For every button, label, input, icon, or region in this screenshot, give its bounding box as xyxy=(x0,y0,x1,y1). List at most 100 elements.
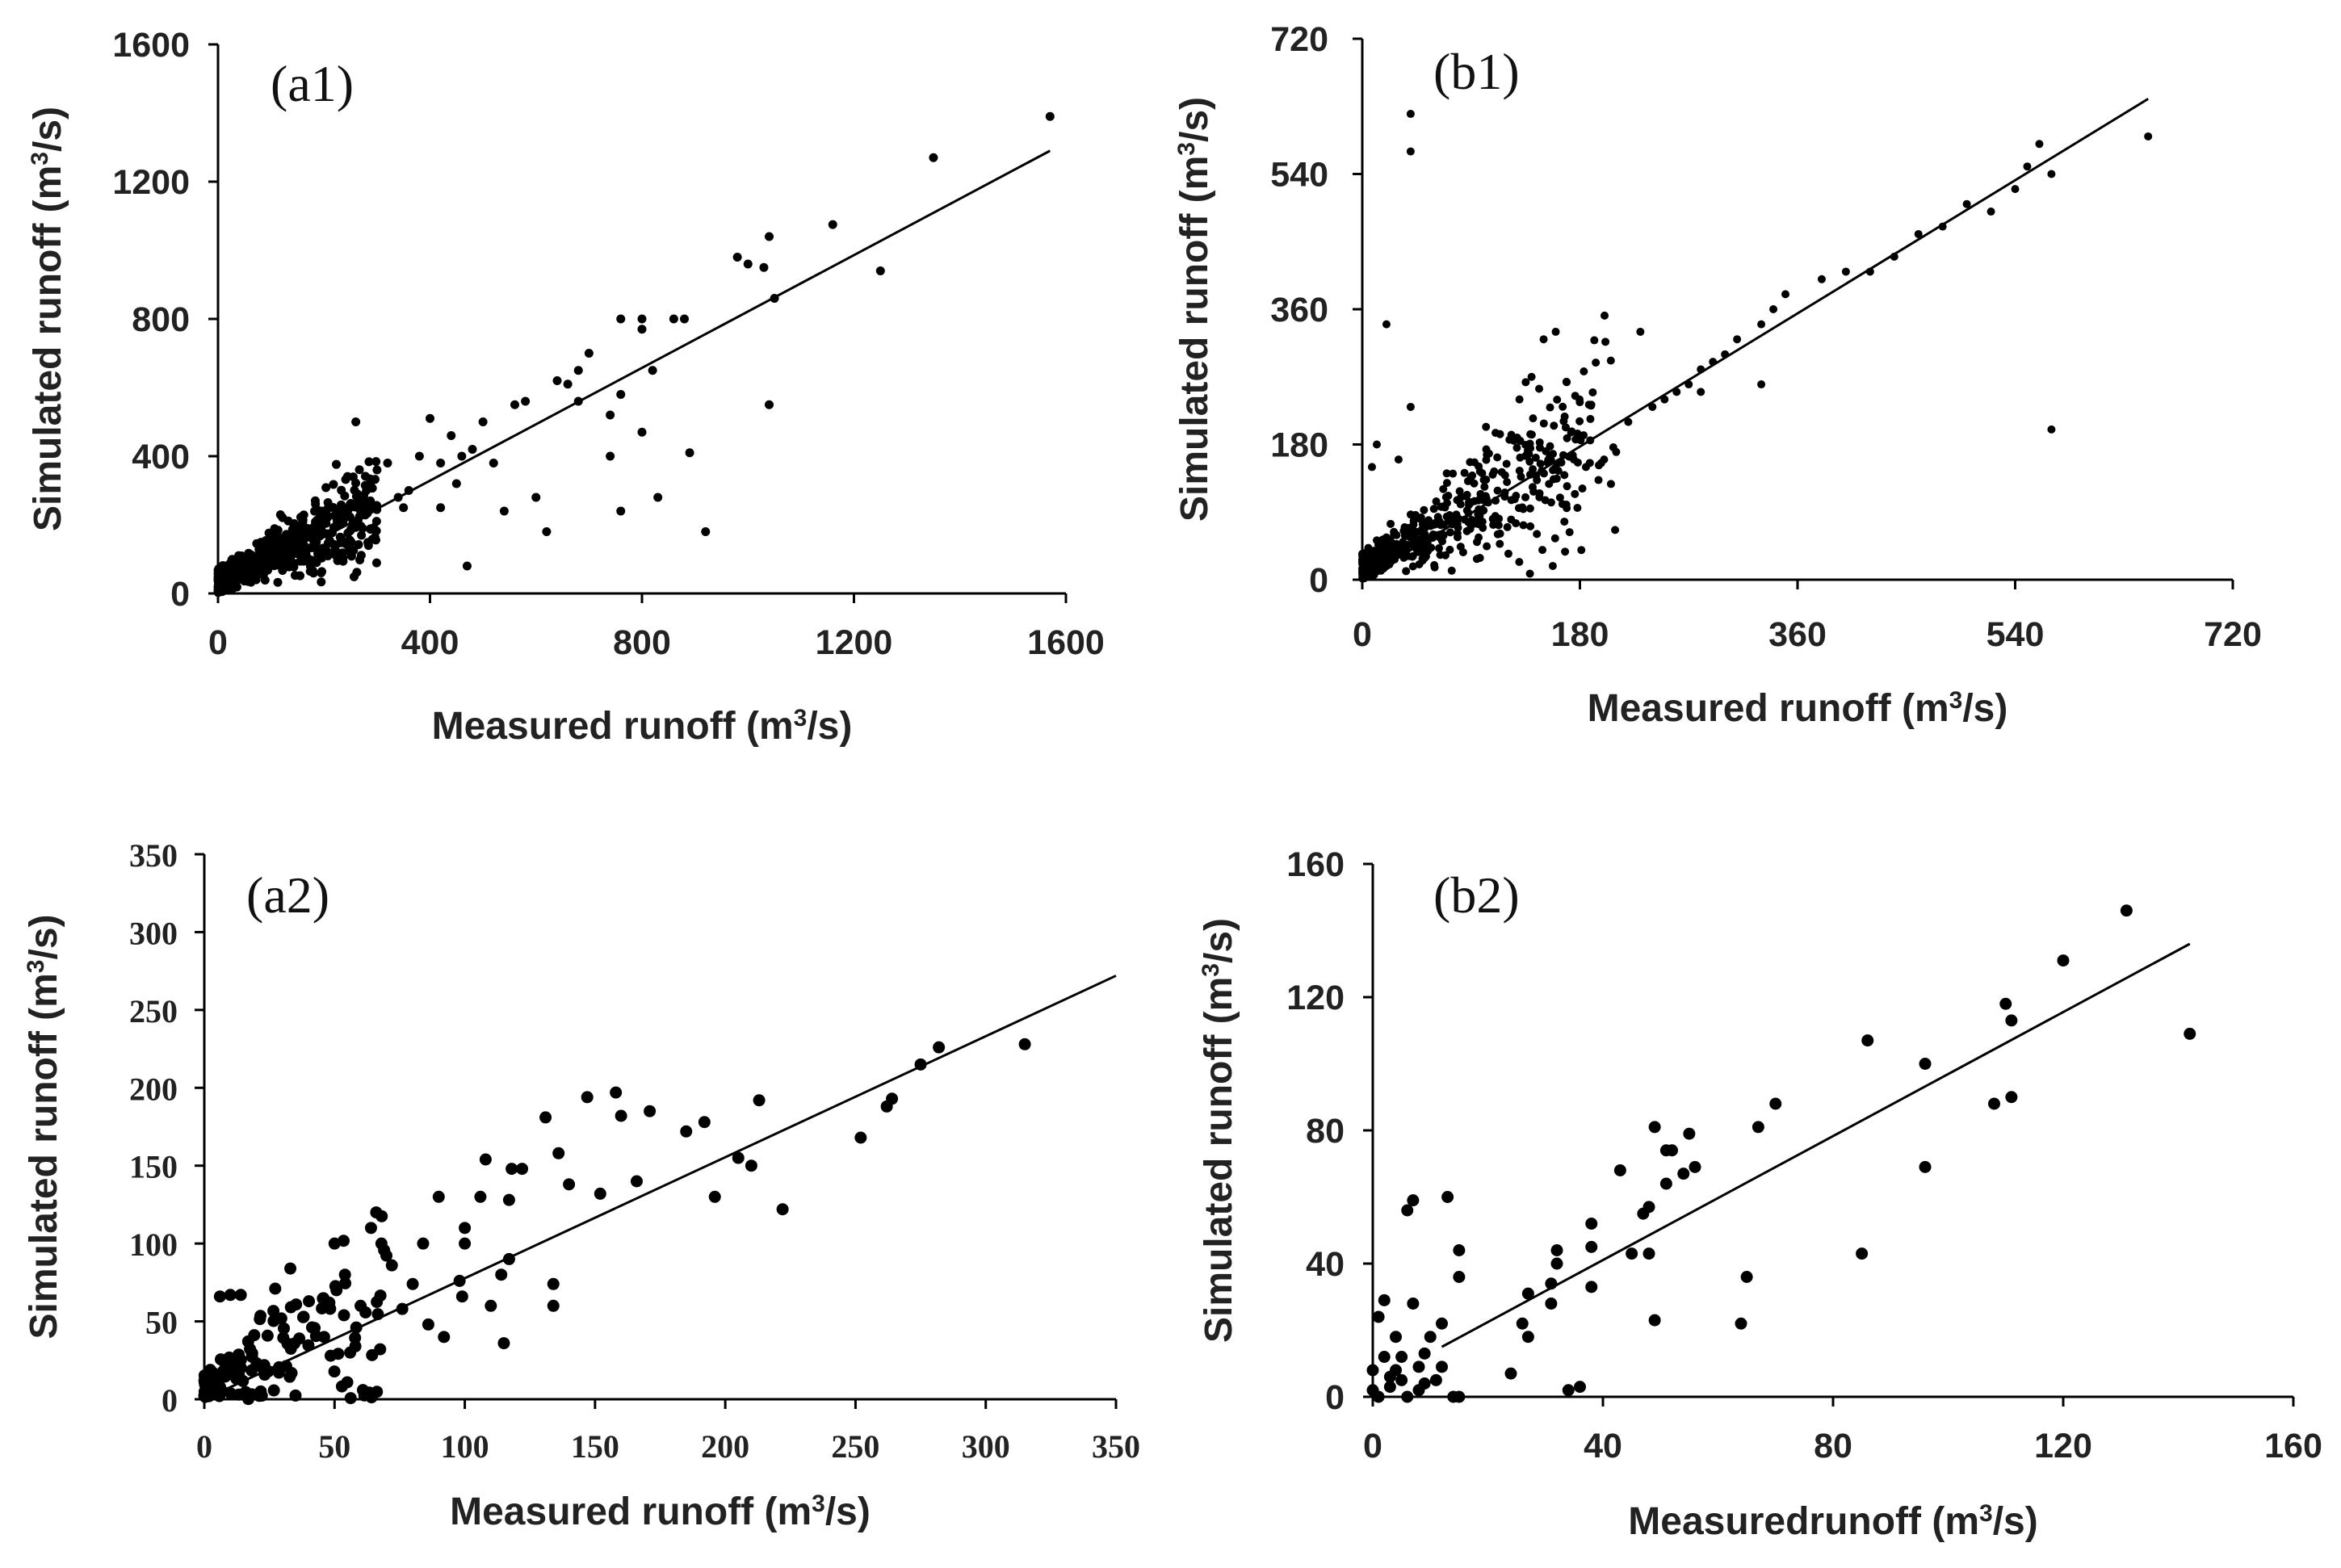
data-point xyxy=(1545,1298,1558,1310)
data-point xyxy=(753,1094,766,1107)
data-point xyxy=(1489,521,1498,530)
data-point xyxy=(212,1371,225,1384)
data-point xyxy=(341,475,350,484)
data-point xyxy=(1517,472,1525,481)
y-tick-label: 40 xyxy=(1306,1245,1345,1284)
data-point xyxy=(1512,443,1521,452)
data-point xyxy=(321,483,331,493)
data-point xyxy=(1613,1164,1626,1176)
data-point xyxy=(1592,358,1601,367)
data-point xyxy=(364,457,374,467)
data-point xyxy=(1470,479,1479,488)
data-point xyxy=(406,1277,419,1290)
data-point xyxy=(297,1310,310,1323)
data-point xyxy=(1757,320,1766,329)
y-tick-label: 1200 xyxy=(112,163,190,202)
data-point xyxy=(268,548,278,558)
data-point xyxy=(336,500,346,509)
data-point xyxy=(1525,504,1534,513)
data-point xyxy=(1398,543,1407,551)
data-point xyxy=(346,501,356,511)
data-point xyxy=(455,1290,468,1303)
data-point xyxy=(1999,997,2012,1010)
x-tick-label: 1600 xyxy=(1027,623,1105,662)
data-point xyxy=(1441,1191,1454,1203)
data-point xyxy=(344,547,354,556)
data-point xyxy=(1606,480,1615,488)
data-point xyxy=(1507,496,1516,505)
data-point xyxy=(371,517,381,526)
data-point xyxy=(1401,1390,1414,1403)
data-point xyxy=(1416,513,1425,522)
data-point xyxy=(1429,505,1438,514)
data-point xyxy=(1563,482,1571,491)
data-point xyxy=(371,1386,384,1398)
data-point xyxy=(245,1347,258,1360)
data-point xyxy=(1817,275,1826,283)
x-tick-label: 120 xyxy=(2034,1427,2092,1465)
data-point xyxy=(1395,1373,1408,1386)
data-point xyxy=(1611,526,1620,535)
y-tick-label: 1600 xyxy=(112,26,190,65)
data-point xyxy=(436,459,446,467)
data-point xyxy=(2047,170,2056,178)
data-point xyxy=(1550,534,1559,543)
y-tick-label: 0 xyxy=(1309,561,1328,600)
data-point xyxy=(451,479,461,488)
data-point xyxy=(669,314,678,324)
x-tick-label: 720 xyxy=(2204,615,2262,654)
data-point xyxy=(344,1346,357,1359)
data-point xyxy=(1527,372,1536,381)
data-point xyxy=(285,1367,298,1380)
data-point xyxy=(1408,551,1417,560)
data-point xyxy=(1493,453,1502,462)
data-point xyxy=(1407,1298,1420,1310)
fit-line xyxy=(203,975,1117,1401)
panel-a1: 0 400 800 1200 1600 0 400 800 1200 1600 Measured r… xyxy=(27,26,1105,748)
data-point xyxy=(202,1369,215,1382)
data-point xyxy=(310,496,320,505)
data-point xyxy=(385,1259,398,1272)
data-point xyxy=(355,465,364,475)
data-point xyxy=(290,571,300,581)
data-point xyxy=(1424,1331,1437,1344)
panel-b2: 0 40 80 120 160 0 40 80 120 160 Measuredrunoff (m3… xyxy=(1198,845,2322,1543)
data-point xyxy=(317,577,326,587)
data-point xyxy=(1382,320,1391,329)
data-point xyxy=(1677,1168,1690,1180)
data-point xyxy=(399,503,409,513)
x-tick-label: 160 xyxy=(2264,1427,2322,1465)
data-point xyxy=(1575,417,1584,426)
data-point xyxy=(1503,478,1512,487)
data-point xyxy=(1390,539,1399,548)
data-point xyxy=(1535,438,1544,447)
x-tick-label: 200 xyxy=(701,1428,749,1465)
data-point xyxy=(1601,311,1609,320)
data-point xyxy=(2005,1014,2018,1027)
data-point xyxy=(489,459,498,467)
data-point xyxy=(2120,904,2133,917)
data-point xyxy=(1475,553,1484,562)
data-point xyxy=(277,1331,290,1344)
data-point xyxy=(1484,449,1493,458)
data-point xyxy=(1542,447,1550,455)
data-point xyxy=(272,1366,285,1379)
data-point xyxy=(1447,1390,1460,1403)
data-point xyxy=(299,550,308,560)
data-point xyxy=(337,485,346,495)
data-point xyxy=(338,1268,351,1281)
data-point xyxy=(1594,476,1603,484)
data-point xyxy=(227,568,237,577)
data-point xyxy=(328,1365,341,1378)
data-point xyxy=(1570,455,1579,464)
data-point xyxy=(1550,1244,1563,1256)
data-point xyxy=(353,498,363,508)
data-point xyxy=(732,1151,745,1164)
data-point xyxy=(1480,482,1489,491)
data-point xyxy=(414,451,424,461)
data-point xyxy=(1697,388,1705,396)
y-tick-label: 200 xyxy=(129,1071,178,1107)
x-tick-label: 300 xyxy=(962,1428,1010,1465)
data-point xyxy=(516,1163,529,1176)
panel-label: (a1) xyxy=(271,55,354,112)
